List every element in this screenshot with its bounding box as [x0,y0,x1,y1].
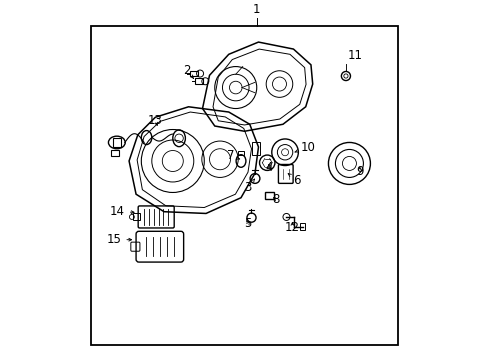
Text: 12: 12 [285,221,299,234]
Text: 4: 4 [264,162,272,175]
Bar [252,143,259,155]
Bar [194,78,203,84]
Text: 6: 6 [287,174,300,187]
Text: 10: 10 [294,140,315,153]
Text: 15: 15 [106,233,131,246]
Text: 11: 11 [347,49,362,62]
Text: 14: 14 [110,205,134,218]
Text: 13: 13 [147,114,163,127]
Text: 7: 7 [226,149,239,162]
Bar [264,192,274,199]
Bar [299,223,305,230]
Text: 9: 9 [355,165,363,178]
Text: 8: 8 [272,193,279,206]
Text: 2: 2 [183,64,193,78]
Text: 3: 3 [244,179,254,194]
Text: 1: 1 [252,3,260,16]
Bar [189,71,198,76]
Bar [90,26,398,345]
Bar [133,213,139,220]
Text: 5: 5 [244,217,251,230]
Bar [237,150,244,155]
Bar [111,150,119,157]
